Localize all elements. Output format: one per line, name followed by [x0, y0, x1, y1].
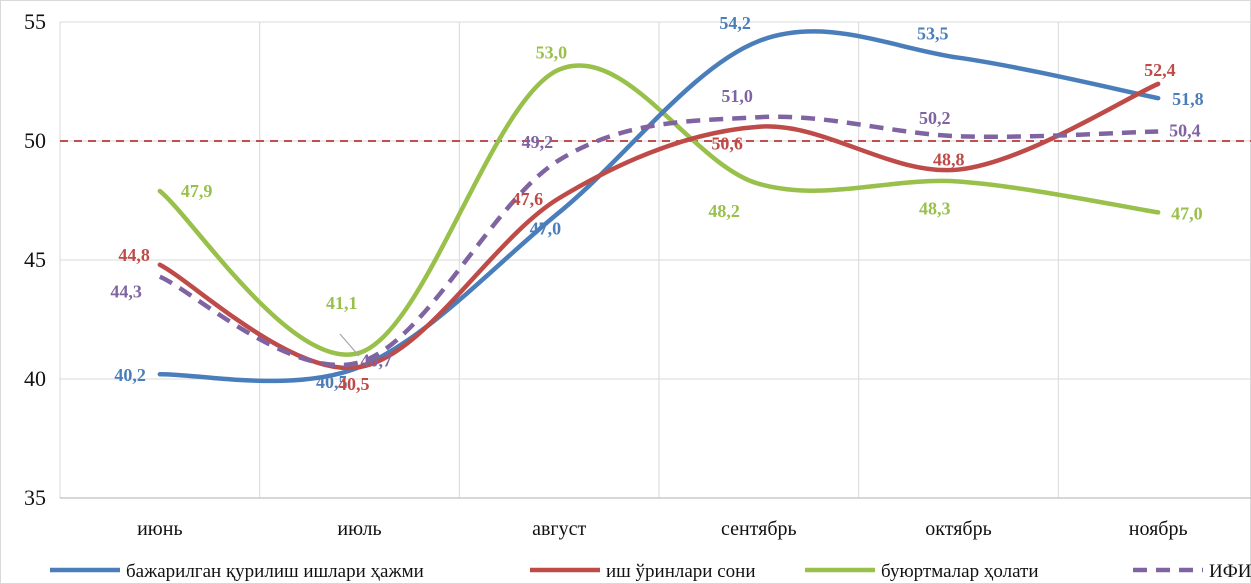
- data-label-4: 51,0: [721, 86, 753, 106]
- series-line-3: [157, 63, 1161, 357]
- data-label-4: 50,4: [1169, 120, 1201, 140]
- series-line-4: [158, 114, 1159, 368]
- y-tick-label: 40: [24, 366, 46, 391]
- data-label-2: 48,8: [933, 150, 965, 170]
- y-tick-label: 50: [24, 128, 46, 153]
- data-label-3: 47,0: [1171, 203, 1203, 223]
- data-label-3: 41,1: [326, 293, 358, 313]
- legend-label-3: буюртмалар ҳолати: [881, 561, 1039, 582]
- y-tick-label: 45: [24, 247, 46, 272]
- data-label-2: 52,4: [1144, 60, 1176, 80]
- x-category-label: июль: [337, 518, 381, 540]
- x-category-label: ноябрь: [1129, 518, 1188, 540]
- x-category-label: сентябрь: [721, 518, 797, 540]
- y-tick-label: 55: [24, 9, 46, 34]
- legend-label-1: бажарилган қурилиш ишлари ҳажми: [126, 561, 424, 582]
- data-label-2: 47,6: [512, 189, 544, 209]
- data-label-3: 48,3: [919, 198, 951, 218]
- data-label-1: 51,8: [1172, 89, 1204, 109]
- data-label-2: 44,8: [118, 245, 150, 265]
- data-label-1: 40,2: [114, 365, 146, 385]
- y-tick-label: 35: [24, 485, 46, 510]
- data-label-3: 48,2: [708, 201, 740, 221]
- legend-label-4: ИФИ: [1209, 561, 1251, 582]
- data-label-3: 47,9: [181, 181, 213, 201]
- x-category-label: июнь: [137, 518, 182, 540]
- data-label-1: 47,0: [530, 218, 562, 238]
- data-label-4: 44,3: [110, 282, 142, 302]
- x-category-label: август: [532, 518, 586, 540]
- legend-label-2: иш ўринлари сони: [606, 561, 756, 582]
- data-label-1: 54,2: [719, 13, 751, 33]
- data-label-1: 40,5: [316, 372, 348, 392]
- label-leader-line: [339, 333, 360, 357]
- data-label-4: 40,7: [361, 350, 393, 370]
- data-label-2: 40,5: [338, 374, 370, 394]
- data-label-3: 53,0: [536, 43, 568, 63]
- x-category-label: октябрь: [925, 518, 991, 540]
- data-label-4: 49,2: [522, 132, 554, 152]
- data-label-4: 50,2: [919, 108, 951, 128]
- data-label-1: 53,5: [917, 24, 949, 44]
- data-label-2: 50,6: [711, 134, 743, 154]
